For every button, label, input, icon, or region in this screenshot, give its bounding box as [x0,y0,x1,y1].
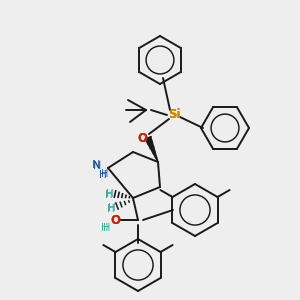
Text: N: N [92,160,100,170]
Text: H: H [108,203,116,213]
Text: O: O [110,214,120,226]
Polygon shape [145,137,158,162]
Text: O: O [137,133,147,146]
Text: H: H [106,189,114,199]
Text: H: H [99,170,107,180]
Text: N: N [93,161,101,171]
Text: H: H [101,169,109,179]
Text: H: H [105,190,113,200]
Text: H: H [107,204,115,214]
Text: Si: Si [168,109,180,122]
Text: Si: Si [168,109,180,122]
Text: O: O [137,131,147,145]
Text: H: H [103,223,111,233]
Text: H: H [101,223,109,233]
Text: O: O [110,214,120,226]
